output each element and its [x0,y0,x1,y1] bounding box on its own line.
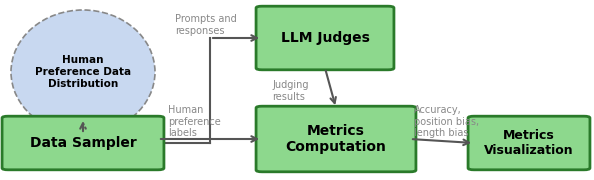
FancyBboxPatch shape [256,6,394,70]
Text: Metrics
Computation: Metrics Computation [286,124,387,154]
FancyBboxPatch shape [2,116,164,170]
FancyBboxPatch shape [256,106,416,172]
Text: Prompts and
responses: Prompts and responses [175,14,237,36]
Text: Data Sampler: Data Sampler [30,136,137,150]
Text: Accuracy,
position bias,
length bias: Accuracy, position bias, length bias [414,105,479,138]
Text: Metrics
Visualization: Metrics Visualization [484,129,574,157]
Text: LLM Judges: LLM Judges [280,31,369,45]
FancyBboxPatch shape [468,116,590,170]
Text: Judging
results: Judging results [272,80,308,102]
Text: Human
preference
labels: Human preference labels [168,105,221,138]
Text: Human
Preference Data
Distribution: Human Preference Data Distribution [35,55,131,89]
Ellipse shape [11,10,155,134]
